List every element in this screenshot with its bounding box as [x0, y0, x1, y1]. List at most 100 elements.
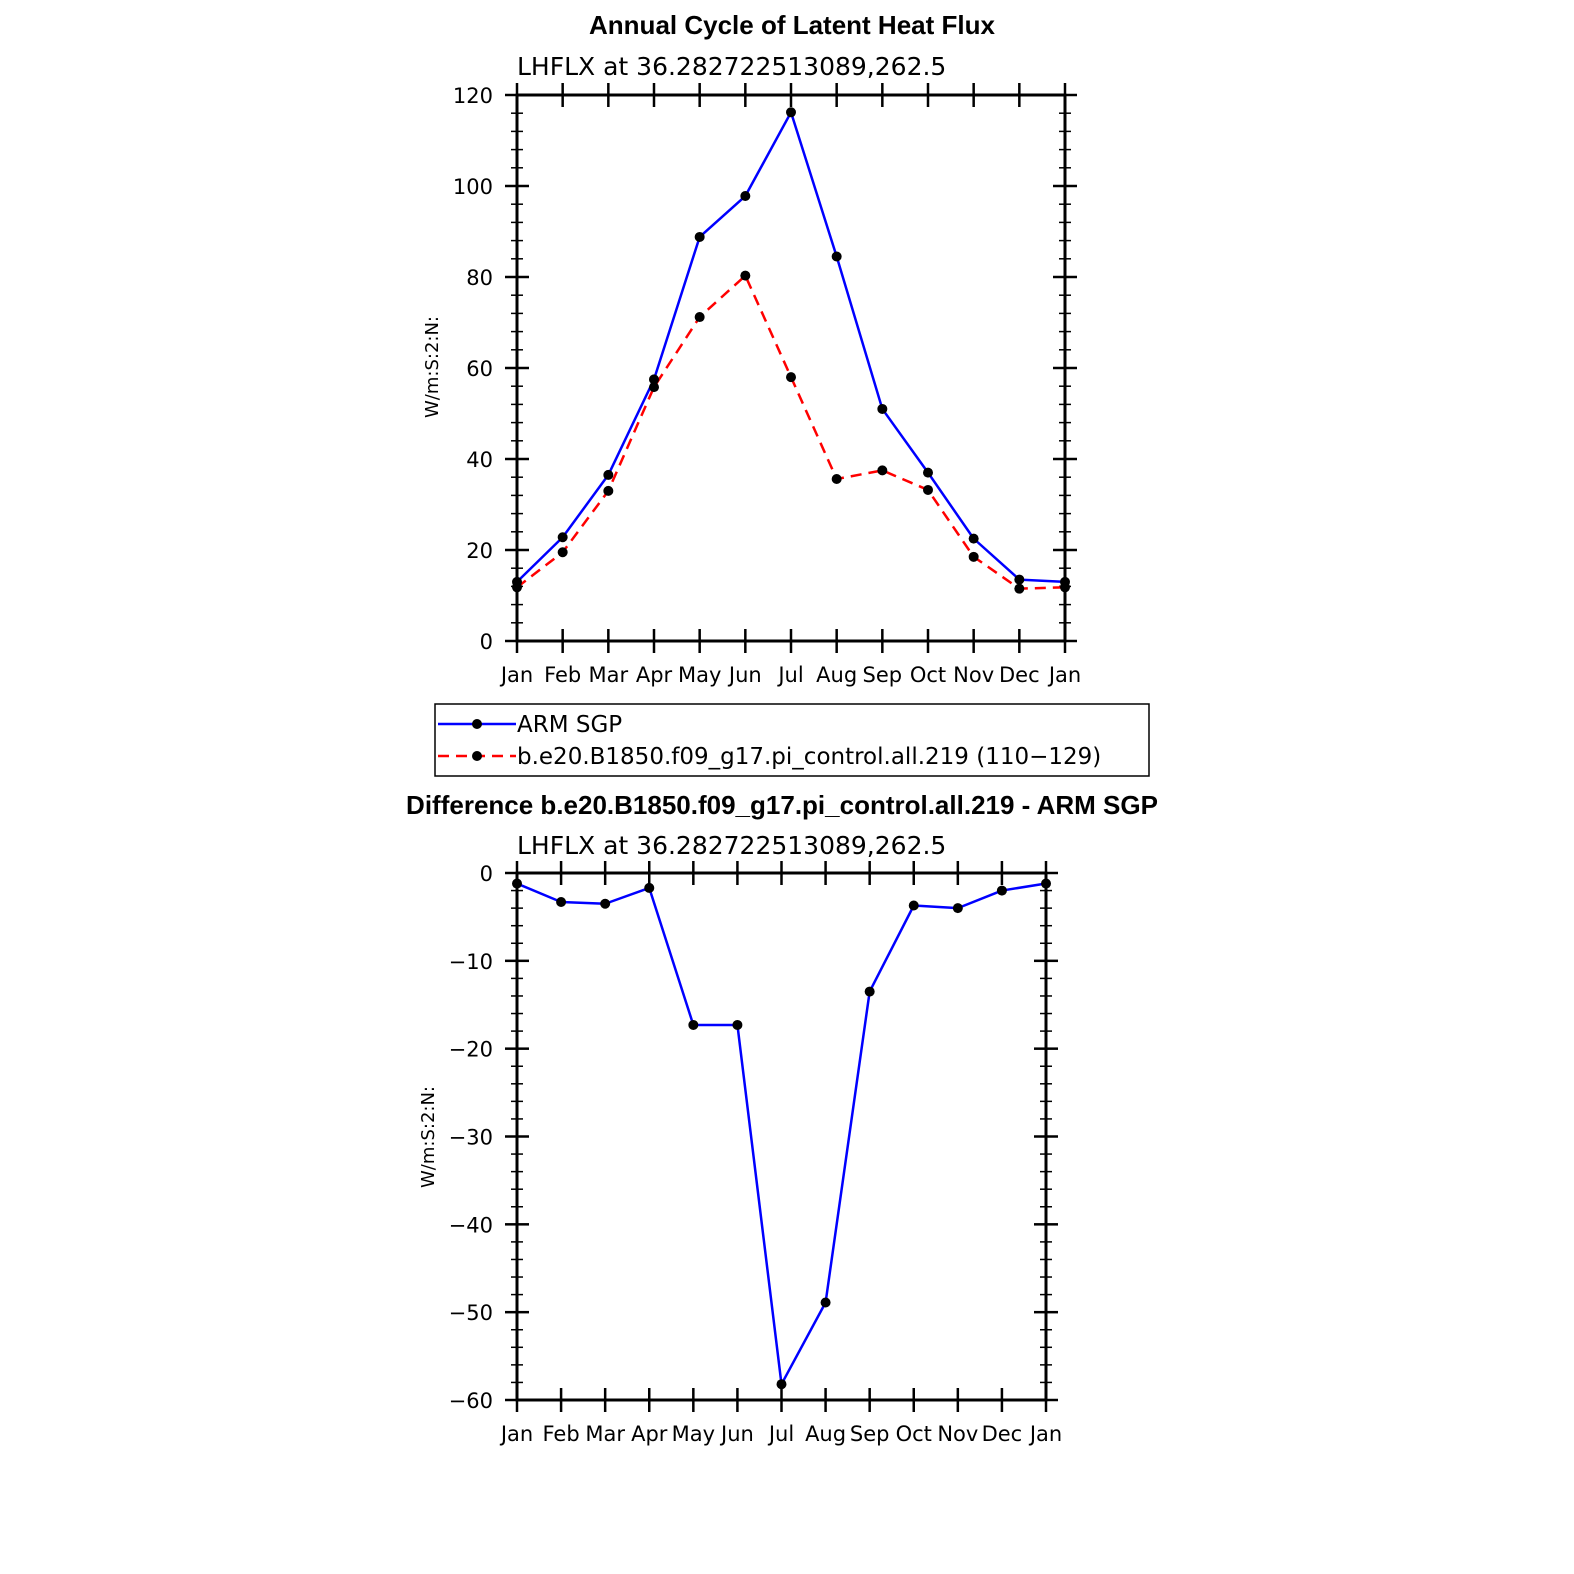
data-point-0 — [877, 403, 888, 414]
y-tick-label: 20 — [466, 539, 493, 563]
data-point-0 — [908, 900, 919, 911]
data-point-0 — [864, 986, 875, 997]
x-tick-label: Nov — [937, 1422, 978, 1446]
data-point-0 — [644, 882, 655, 893]
data-point-1 — [557, 547, 568, 558]
x-tick-label: Dec — [982, 1422, 1023, 1446]
data-point-0 — [649, 374, 659, 385]
y-tick-label: 0 — [480, 630, 493, 654]
data-point-1 — [649, 382, 659, 393]
data-point-0 — [923, 467, 933, 478]
data-point-1 — [923, 484, 933, 495]
data-point-0 — [1014, 574, 1025, 585]
x-tick-label: Jan — [499, 663, 533, 687]
x-tick-label: Jul — [767, 1422, 794, 1446]
x-tick-label: Oct — [896, 1422, 932, 1446]
x-tick-label: Sep — [863, 663, 903, 687]
data-points — [512, 107, 1070, 594]
y-axis-label: W/m:S:2:N: — [422, 316, 443, 418]
x-tick-label: Apr — [631, 1422, 668, 1446]
legend: ARM SGP b.e20.B1850.f09_g17.pi_control.a… — [434, 703, 1150, 777]
x-tick-label: Jan — [1028, 1422, 1062, 1446]
y-tick-label: 60 — [466, 357, 493, 381]
data-point-1 — [740, 270, 751, 281]
y-tick-label: −20 — [449, 1038, 493, 1062]
y-axis-label: W/m:S:2:N: — [418, 1086, 439, 1188]
y-tick-label: −50 — [449, 1301, 493, 1325]
plot-frame — [515, 871, 1048, 1402]
data-point-0 — [694, 231, 705, 242]
data-point-0 — [952, 903, 963, 914]
chart-subtitle: LHFLX at 36.282722513089,262.5 — [517, 831, 946, 860]
legend-box — [434, 703, 1150, 777]
data-point-0 — [786, 107, 796, 118]
data-point-0 — [820, 1297, 831, 1308]
data-point-1 — [603, 485, 614, 496]
series-lines — [516, 882, 1047, 1386]
data-point-1 — [694, 312, 705, 323]
x-tick-label: Mar — [585, 1422, 625, 1446]
data-point-0 — [740, 191, 751, 202]
x-tick-label: Jan — [1047, 663, 1081, 687]
data-point-1 — [877, 465, 888, 476]
data-point-0 — [996, 885, 1007, 896]
data-point-1 — [1014, 583, 1025, 594]
x-tick-label: Mar — [589, 663, 629, 687]
tick-labels: Jan Feb Mar Apr May Jun Jul Aug Sep Oct Nov Dec Jan0… — [453, 84, 1081, 687]
series-line-0 — [516, 111, 1066, 584]
x-tick-label: Dec — [999, 663, 1040, 687]
data-point-0 — [556, 896, 567, 907]
plot-frame — [515, 93, 1067, 643]
y-tick-label: 40 — [466, 448, 493, 472]
y-tick-label: −60 — [449, 1389, 493, 1413]
series-line-1 — [516, 274, 1066, 590]
y-tick-label: 120 — [453, 84, 493, 108]
data-point-0 — [732, 1019, 743, 1030]
y-tick-label: 100 — [453, 175, 493, 199]
x-tick-label: Sep — [850, 1422, 890, 1446]
x-tick-label: Jul — [776, 663, 803, 687]
chart-title: Difference b.e20.B1850.f09_g17.pi_contro… — [406, 790, 1158, 820]
y-tick-label: −30 — [449, 1126, 493, 1150]
series-lines — [516, 111, 1066, 590]
data-point-1 — [831, 474, 842, 485]
x-tick-label: Jun — [727, 663, 762, 687]
tick-marks — [505, 861, 1058, 1412]
legend-marker-arm-sgp — [472, 719, 482, 729]
data-point-0 — [557, 532, 568, 543]
legend-label-arm-sgp: ARM SGP — [517, 712, 622, 738]
data-point-0 — [603, 469, 614, 480]
x-tick-label: May — [672, 1422, 715, 1446]
chart-title: Annual Cycle of Latent Heat Flux — [589, 10, 995, 40]
y-tick-label: −10 — [449, 950, 493, 974]
x-tick-label: Feb — [544, 663, 581, 687]
x-tick-label: Feb — [542, 1422, 579, 1446]
legend-marker-model — [472, 751, 482, 761]
x-tick-label: Nov — [953, 663, 994, 687]
chart-subtitle: LHFLX at 36.282722513089,262.5 — [517, 52, 946, 81]
data-point-0 — [600, 898, 611, 909]
data-point-0 — [968, 533, 979, 544]
x-tick-label: Apr — [636, 663, 673, 687]
data-points — [512, 878, 1051, 1390]
tick-marks — [505, 83, 1077, 653]
y-tick-label: 0 — [480, 862, 493, 886]
difference-panel: Difference b.e20.B1850.f09_g17.pi_contro… — [406, 790, 1158, 1446]
annual-cycle-panel: Annual Cycle of Latent Heat Flux LHFLX a… — [422, 10, 1081, 687]
x-tick-label: May — [678, 663, 721, 687]
x-tick-label: Jun — [719, 1422, 754, 1446]
x-tick-label: Aug — [816, 663, 857, 687]
data-point-0 — [831, 251, 842, 262]
tick-labels: Jan Feb Mar Apr May Jun Jul Aug Sep Oct Nov Dec Jan−… — [449, 862, 1063, 1446]
data-point-1 — [786, 372, 796, 383]
data-point-0 — [776, 1379, 787, 1390]
x-tick-label: Oct — [910, 663, 946, 687]
y-tick-label: 80 — [466, 266, 493, 290]
x-tick-label: Jan — [499, 1422, 533, 1446]
data-point-0 — [688, 1019, 699, 1030]
y-tick-label: −40 — [449, 1213, 493, 1237]
legend-label-model: b.e20.B1850.f09_g17.pi_control.all.219 (… — [517, 744, 1101, 770]
x-tick-label: Aug — [805, 1422, 846, 1446]
series-line-0 — [516, 882, 1047, 1386]
